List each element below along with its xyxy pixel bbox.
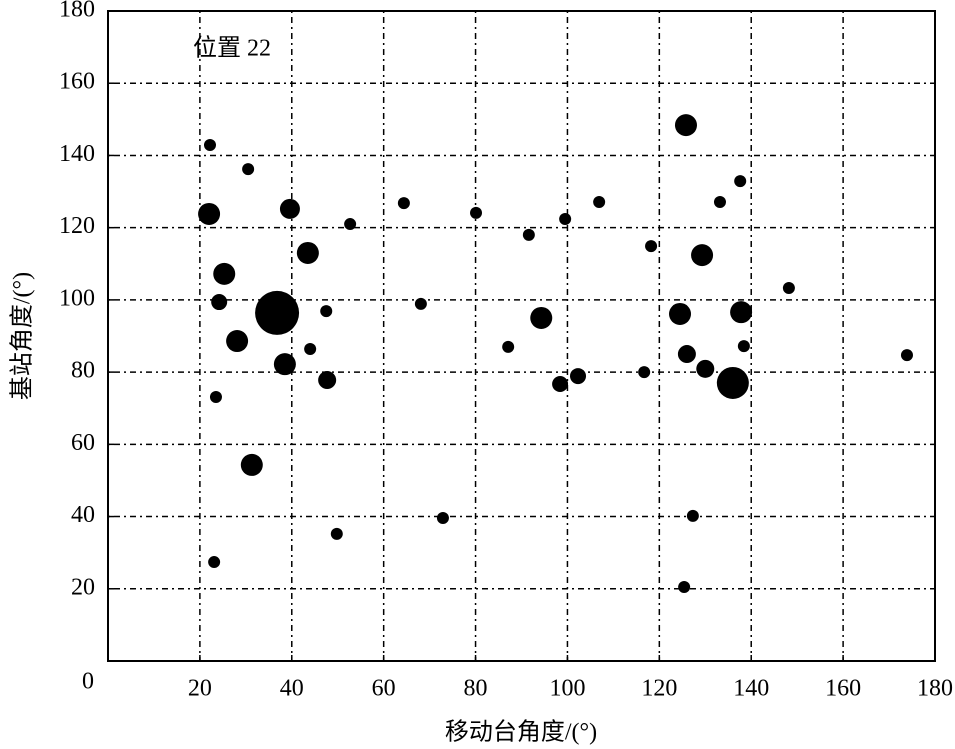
plot-frame bbox=[107, 10, 936, 662]
x-tick-label: 0 bbox=[82, 669, 94, 695]
y-tick-label: 20 bbox=[71, 574, 95, 600]
x-tick-label: 120 bbox=[641, 676, 677, 702]
bubble bbox=[674, 114, 697, 137]
x-tick-label: 180 bbox=[917, 676, 953, 702]
bubble bbox=[397, 197, 410, 210]
x-tick-label: 20 bbox=[188, 676, 212, 702]
bubble bbox=[304, 343, 317, 355]
bubble bbox=[198, 202, 221, 225]
annotation: 位置 22 bbox=[193, 35, 271, 62]
bubble bbox=[730, 301, 753, 324]
bubble bbox=[593, 196, 606, 209]
bubble bbox=[209, 391, 222, 404]
bubble bbox=[678, 580, 691, 593]
bubble bbox=[240, 453, 263, 476]
y-tick-label: 180 bbox=[59, 0, 95, 23]
bubble bbox=[669, 302, 692, 325]
x-tick-label: 80 bbox=[464, 676, 488, 702]
bubble bbox=[330, 527, 343, 540]
y-tick-label: 80 bbox=[71, 358, 95, 384]
bubble bbox=[203, 138, 216, 151]
bubble bbox=[436, 512, 449, 524]
bubble bbox=[296, 241, 319, 264]
x-tick-label: 40 bbox=[280, 676, 304, 702]
y-tick-label: 120 bbox=[59, 213, 95, 239]
y-tick-label: 60 bbox=[71, 430, 95, 456]
y-tick-label: 140 bbox=[59, 141, 95, 167]
bubble bbox=[211, 294, 228, 311]
bubble bbox=[734, 175, 747, 188]
bubble bbox=[502, 340, 515, 353]
bubble bbox=[900, 349, 913, 362]
bubble bbox=[226, 330, 249, 353]
bubble bbox=[677, 345, 696, 364]
bubble bbox=[552, 376, 569, 393]
bubble bbox=[208, 556, 221, 569]
y-tick-label: 40 bbox=[71, 502, 95, 528]
bubble bbox=[318, 371, 337, 390]
bubble bbox=[213, 262, 236, 285]
bubble bbox=[691, 244, 714, 267]
bubble bbox=[279, 198, 300, 219]
bubble bbox=[737, 340, 750, 353]
x-tick-label: 60 bbox=[372, 676, 396, 702]
bubble bbox=[320, 305, 333, 318]
bubble bbox=[645, 240, 658, 253]
bubble bbox=[716, 366, 749, 399]
bubble bbox=[255, 290, 300, 335]
x-tick-label: 140 bbox=[733, 676, 769, 702]
x-axis-label: 移动台角度/(°) bbox=[445, 719, 597, 746]
bubble bbox=[273, 353, 296, 376]
bubble bbox=[570, 368, 587, 385]
bubble bbox=[559, 213, 572, 225]
x-tick-label: 160 bbox=[825, 676, 861, 702]
bubble bbox=[242, 163, 255, 176]
y-tick-label: 100 bbox=[59, 285, 95, 311]
y-tick-label: 160 bbox=[59, 69, 95, 95]
bubble bbox=[782, 281, 795, 294]
bubble bbox=[696, 359, 715, 378]
bubble bbox=[470, 206, 483, 219]
bubble bbox=[344, 218, 357, 231]
y-axis-label: 基站角度/(°) bbox=[9, 272, 36, 400]
bubble bbox=[638, 366, 651, 379]
bubble bbox=[522, 228, 535, 241]
bubble bbox=[530, 306, 553, 329]
bubble bbox=[414, 297, 427, 310]
bubble bbox=[713, 196, 726, 209]
bubble bbox=[686, 509, 699, 522]
x-tick-label: 100 bbox=[549, 676, 585, 702]
